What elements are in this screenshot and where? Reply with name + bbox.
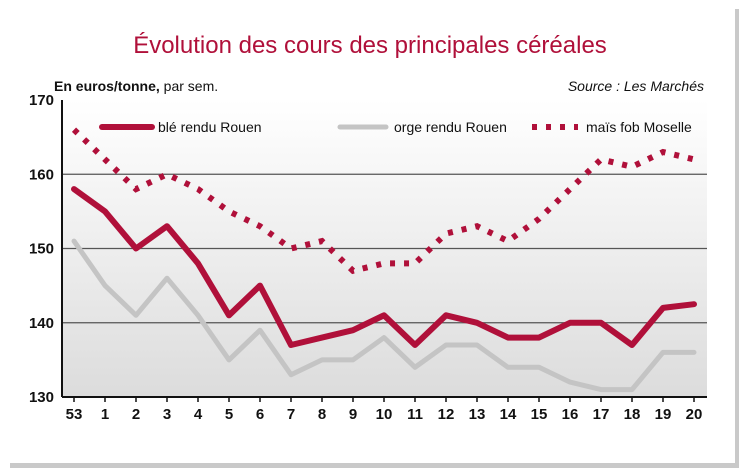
unit-label: En euros/tonne, par sem. [54,78,218,94]
x-tick-label: 18 [624,406,641,423]
x-tick-label: 11 [407,406,423,423]
x-tick-label: 53 [66,406,83,423]
legend: blé rendu Rouen orge rendu Rouen maïs fob … [99,119,692,135]
x-tick-label: 13 [469,406,486,423]
x-tick-label: 8 [318,406,326,423]
x-tick-label: 5 [225,406,233,423]
x-tick-label: 4 [194,406,203,423]
x-tick-label: 14 [500,406,517,423]
x-tick-label: 20 [686,406,703,423]
y-tick-label: 130 [29,389,54,406]
x-tick-label: 19 [655,406,672,423]
x-tick-label: 7 [287,406,295,423]
legend-label-2: maïs fob Moselle [586,119,692,135]
x-tick-label: 3 [163,406,171,423]
y-tick-label: 140 [29,315,54,332]
chart-title: Évolution des cours des principales céré… [133,32,607,59]
y-tick-label: 160 [29,166,54,183]
y-tick-label: 150 [29,241,54,258]
x-tick-label: 10 [376,406,393,423]
x-tick-label: 9 [349,406,357,423]
x-tick-label: 17 [593,406,610,423]
source-label: Source : Les Marchés [568,78,704,94]
series-lines [71,127,697,393]
x-tick-label: 6 [256,406,264,423]
x-tick-label: 2 [132,406,140,423]
legend-label-0: blé rendu Rouen [158,119,262,135]
series-line-1 [71,238,697,393]
unit-label-bold: En euros/tonne, [54,78,160,94]
x-tick-label: 15 [531,406,548,423]
x-tick-label: 16 [562,406,579,423]
y-tick-label: 170 [29,92,54,109]
x-tick-label: 12 [438,406,455,423]
x-tick-label: 1 [101,406,109,423]
chart-frame: 130 140 150 160 170 53 1 2 3 4 5 6 7 8 9 10 11 12 13 14 15 16… [6,4,735,463]
legend-label-1: orge rendu Rouen [394,119,507,135]
unit-label-suffix: par sem. [160,78,218,94]
series-line-0 [71,186,697,348]
